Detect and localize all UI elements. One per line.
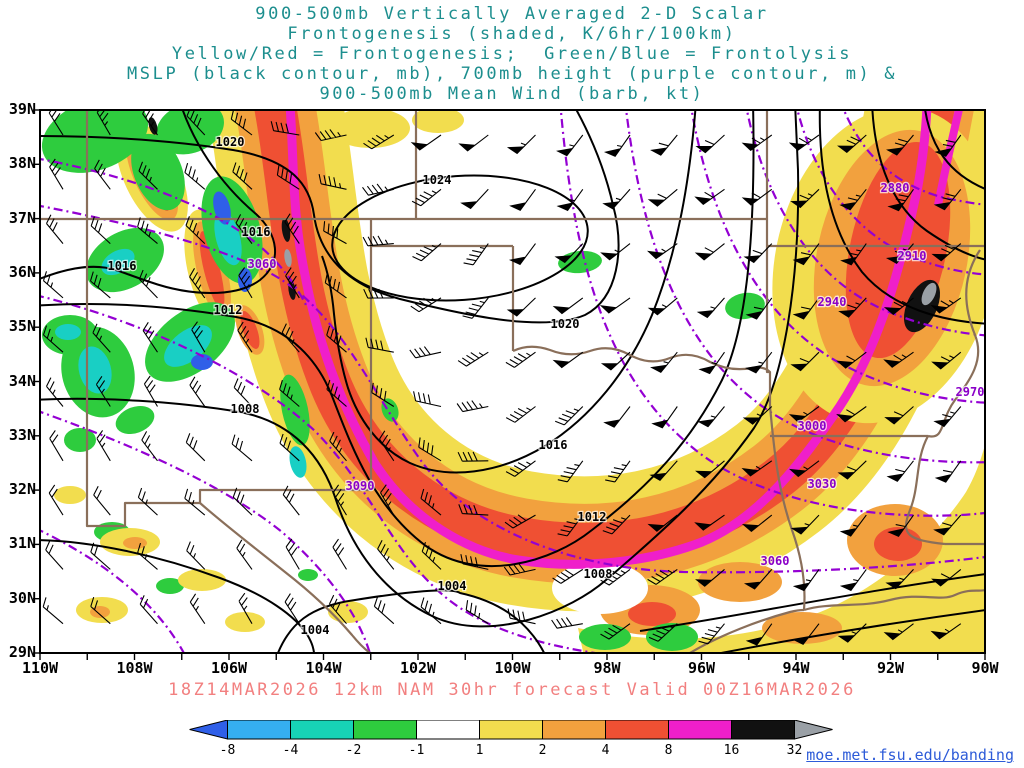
- svg-text:3030: 3030: [808, 477, 837, 491]
- svg-text:1008: 1008: [231, 402, 260, 416]
- svg-text:1020: 1020: [551, 317, 580, 331]
- frontogenesis-shading-layer: [41, 110, 985, 653]
- lat-label: 33N: [8, 425, 36, 444]
- svg-text:1016: 1016: [242, 225, 271, 239]
- svg-text:1020: 1020: [216, 135, 245, 149]
- svg-text:2910: 2910: [898, 249, 927, 263]
- svg-text:2: 2: [539, 743, 547, 758]
- svg-text:-1: -1: [409, 743, 425, 758]
- svg-text:-4: -4: [283, 743, 299, 758]
- lat-label: 39N: [8, 100, 36, 118]
- lat-label: 30N: [8, 588, 36, 607]
- lat-label: 31N: [8, 534, 36, 553]
- title-line: Frontogenesis (shaded, K/6hr/100km): [287, 24, 737, 44]
- svg-text:3060: 3060: [248, 257, 277, 271]
- contour-labels-layer: 1020 1024 1016 1016 1012 1008 1004 1004 1020 1016…: [106, 134, 985, 639]
- svg-text:3000: 3000: [798, 419, 827, 433]
- title-line: 900-500mb Mean Wind (barb, kt): [319, 84, 705, 104]
- lon-label: 100W: [494, 659, 531, 677]
- lat-label: 35N: [8, 317, 36, 336]
- svg-text:4: 4: [602, 743, 610, 758]
- axis-ticks: [33, 109, 986, 660]
- svg-text:16: 16: [724, 743, 740, 758]
- svg-text:1016: 1016: [108, 259, 137, 273]
- svg-text:3090: 3090: [346, 479, 375, 493]
- svg-text:1004: 1004: [301, 623, 330, 637]
- lon-label: 96W: [687, 659, 716, 677]
- lat-label: 29N: [8, 643, 36, 661]
- svg-text:8: 8: [665, 743, 673, 758]
- title-block: 900-500mb Vertically Averaged 2-D Scalar…: [0, 4, 1024, 104]
- lon-label: 94W: [782, 659, 810, 677]
- lon-label: 98W: [593, 659, 621, 677]
- svg-text:2970: 2970: [956, 385, 985, 399]
- svg-text:3060: 3060: [761, 554, 790, 568]
- svg-text:2940: 2940: [818, 295, 847, 309]
- lon-label: 102W: [399, 659, 437, 677]
- svg-text:1012: 1012: [214, 303, 243, 317]
- lon-label: 104W: [305, 659, 342, 677]
- title-line: MSLP (black contour, mb), 700mb height (…: [126, 64, 898, 84]
- weather-map: 1020 1024 1016 1016 1012 1008 1004 1004 1020 1016…: [33, 109, 986, 660]
- lon-label: 90W: [971, 659, 999, 677]
- svg-text:1016: 1016: [539, 438, 568, 452]
- title-line: Yellow/Red = Frontogenesis; Green/Blue =…: [171, 44, 853, 64]
- forecast-caption: 18Z14MAR2026 12km NAM 30hr forecast Vali…: [168, 680, 856, 700]
- lat-label: 34N: [8, 371, 36, 390]
- lat-label: 38N: [8, 154, 36, 173]
- lon-label: 92W: [876, 659, 905, 677]
- svg-text:1008: 1008: [584, 567, 613, 581]
- svg-text:1: 1: [476, 743, 484, 758]
- svg-text:1012: 1012: [578, 510, 607, 524]
- banding-link[interactable]: moe.met.fsu.edu/banding: [806, 746, 1014, 764]
- svg-text:-8: -8: [220, 743, 236, 758]
- svg-text:1004: 1004: [438, 579, 467, 593]
- lat-label: 36N: [8, 262, 36, 281]
- svg-text:2880: 2880: [881, 181, 910, 195]
- svg-text:1024: 1024: [423, 173, 452, 187]
- wind-barbs-layer: [42, 110, 962, 646]
- lon-label: 108W: [116, 659, 153, 677]
- svg-text:-2: -2: [346, 743, 362, 758]
- title-line: 900-500mb Vertically Averaged 2-D Scalar: [255, 4, 769, 24]
- svg-text:32: 32: [787, 743, 803, 758]
- lon-label: 106W: [210, 659, 248, 677]
- lat-label: 37N: [8, 208, 36, 227]
- lon-label: 110W: [21, 659, 59, 677]
- colorbar: -8 -4 -2 -1 1 2 4 8 16 32: [189, 719, 835, 764]
- map-content: 1020 1024 1016 1016 1012 1008 1004 1004 1020 1016…: [40, 110, 985, 653]
- lat-label: 32N: [8, 480, 36, 499]
